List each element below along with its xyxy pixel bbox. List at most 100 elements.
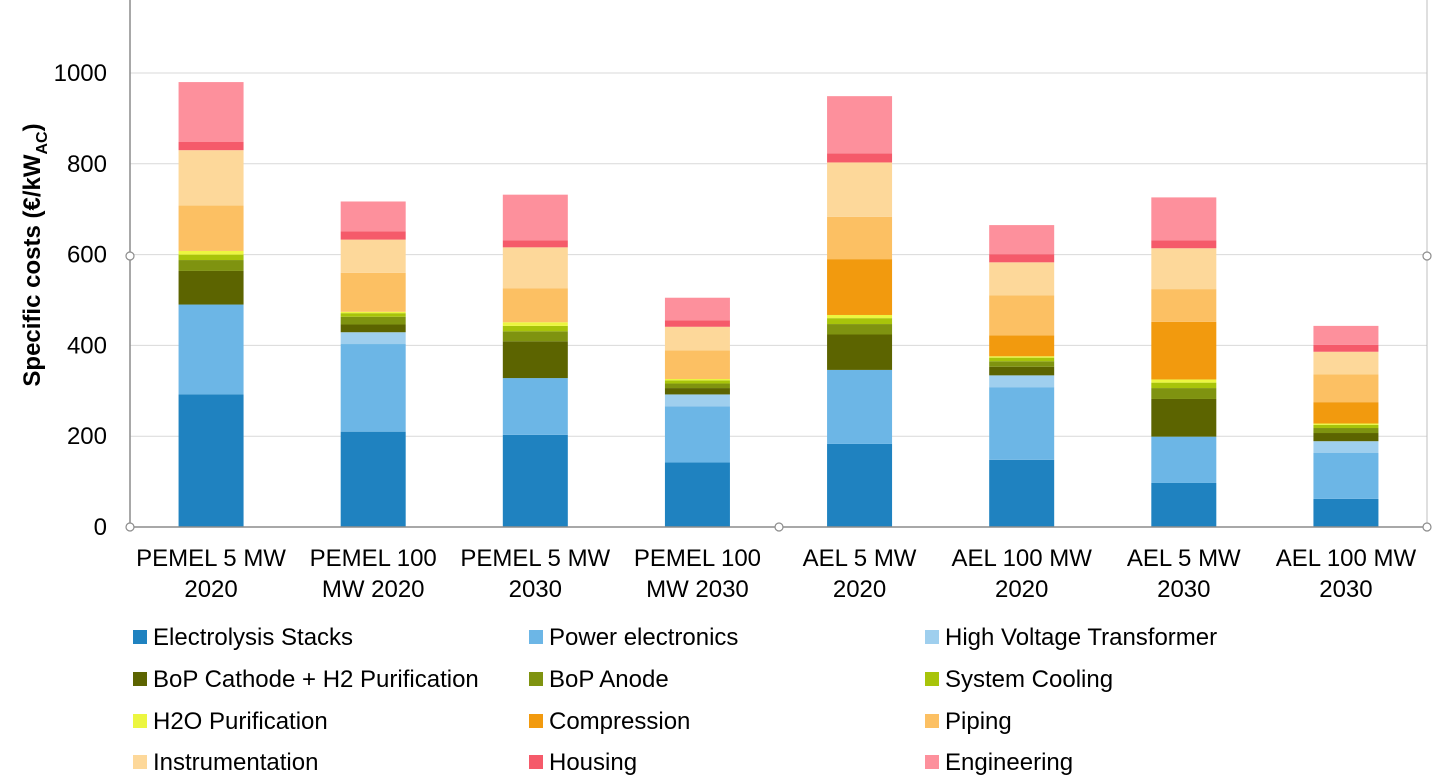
y-tick-label: 200	[67, 423, 107, 450]
bar-segment	[827, 443, 893, 527]
legend-label: Housing	[549, 749, 637, 776]
bar-segment	[989, 387, 1055, 460]
legend-label: Electrolysis Stacks	[153, 624, 353, 651]
bar-segment	[1313, 441, 1379, 453]
x-category-label: AEL 100 MW	[1276, 545, 1417, 572]
legend-swatch	[529, 755, 543, 769]
selection-handle[interactable]	[125, 522, 135, 532]
bar-stack	[340, 201, 406, 527]
bar-segment	[1313, 424, 1379, 429]
bar-segment	[827, 314, 893, 319]
bar-segment	[1151, 436, 1217, 483]
bar-segment	[340, 239, 406, 273]
x-category-label: PEMEL 100	[634, 545, 761, 572]
bar-segment	[664, 383, 730, 389]
bar-segment	[664, 320, 730, 327]
bar-segment	[1151, 240, 1217, 249]
x-category-label: 2030	[1157, 576, 1210, 603]
legend-item: Engineering	[925, 749, 1073, 776]
bar-stack	[1313, 325, 1379, 527]
bar-segment	[827, 162, 893, 217]
bar-segment	[178, 270, 244, 305]
bar-segment	[1151, 382, 1217, 389]
legend-item: Compression	[529, 708, 690, 735]
bar-segment	[502, 288, 568, 323]
bar-segment	[502, 434, 568, 527]
bar-stacks	[178, 82, 1379, 527]
bar-segment	[1313, 498, 1379, 527]
bar-segment	[502, 322, 568, 326]
legend-swatch	[925, 672, 939, 686]
x-category-label: PEMEL 5 MW	[136, 545, 286, 572]
y-axis-label-close: )	[19, 123, 46, 131]
y-tick-label: 800	[67, 151, 107, 178]
bar-segment	[340, 316, 406, 325]
legend-label: H2O Purification	[153, 708, 328, 735]
bar-segment	[1313, 452, 1379, 499]
bar-segment	[664, 380, 730, 384]
legend-item: Instrumentation	[133, 749, 318, 776]
legend-label: BoP Anode	[549, 666, 669, 693]
selection-handle[interactable]	[774, 522, 784, 532]
bar-segment	[340, 324, 406, 333]
bar-stack	[502, 194, 568, 527]
bar-segment	[1313, 402, 1379, 424]
bar-segment	[989, 375, 1055, 388]
y-axis-label-main: Specific costs (€/kW	[19, 154, 46, 386]
legend-swatch	[925, 755, 939, 769]
legend-item: High Voltage Transformer	[925, 624, 1217, 651]
y-tick-label: 0	[94, 514, 107, 541]
bar-segment	[340, 201, 406, 232]
bar-segment	[1313, 428, 1379, 434]
bar-segment	[178, 260, 244, 271]
bar-stack	[664, 297, 730, 527]
bar-segment	[178, 394, 244, 527]
bar-segment	[178, 304, 244, 395]
x-category-label: AEL 5 MW	[803, 545, 917, 572]
bar-segment	[989, 459, 1055, 527]
selection-handle[interactable]	[1422, 522, 1432, 532]
bar-segment	[1151, 398, 1217, 437]
x-category-label: MW 2030	[646, 576, 749, 603]
legend-swatch	[529, 672, 543, 686]
axes	[125, 0, 1432, 532]
legend-item: BoP Anode	[529, 666, 669, 693]
bar-segment	[989, 361, 1055, 367]
bar-segment	[989, 366, 1055, 376]
x-category-label: AEL 100 MW	[951, 545, 1092, 572]
bar-segment	[502, 378, 568, 435]
legend-label: High Voltage Transformer	[945, 624, 1217, 651]
bar-segment	[340, 272, 406, 312]
bar-segment	[340, 332, 406, 345]
bar-segment	[989, 262, 1055, 296]
bar-segment	[1151, 482, 1217, 527]
bar-segment	[502, 194, 568, 241]
legend-item: Power electronics	[529, 624, 738, 651]
bar-segment	[827, 324, 893, 335]
x-category-label: 2020	[184, 576, 237, 603]
gridlines	[130, 72, 1427, 437]
selection-handle[interactable]	[125, 251, 135, 261]
legend-item: Electrolysis Stacks	[133, 624, 353, 651]
bar-segment	[178, 254, 244, 261]
legend-item: Housing	[529, 749, 637, 776]
bar-segment	[827, 96, 893, 154]
legend-swatch	[133, 755, 147, 769]
bar-segment	[989, 357, 1055, 362]
legend-swatch	[529, 714, 543, 728]
legend-item: H2O Purification	[133, 708, 328, 735]
legend-item: Piping	[925, 708, 1012, 735]
x-category-label: 2020	[995, 576, 1048, 603]
bar-segment	[340, 344, 406, 432]
bar-segment	[340, 313, 406, 317]
bar-segment	[827, 334, 893, 370]
selection-handle[interactable]	[1422, 251, 1432, 261]
x-category-label: 2020	[833, 576, 886, 603]
bar-segment	[502, 325, 568, 332]
x-category-label: 2030	[1319, 576, 1372, 603]
bar-segment	[827, 153, 893, 163]
bar-segment	[1313, 325, 1379, 345]
y-axis-label: Specific costs (€/kWAC)	[19, 123, 51, 386]
bar-segment	[1151, 321, 1217, 380]
